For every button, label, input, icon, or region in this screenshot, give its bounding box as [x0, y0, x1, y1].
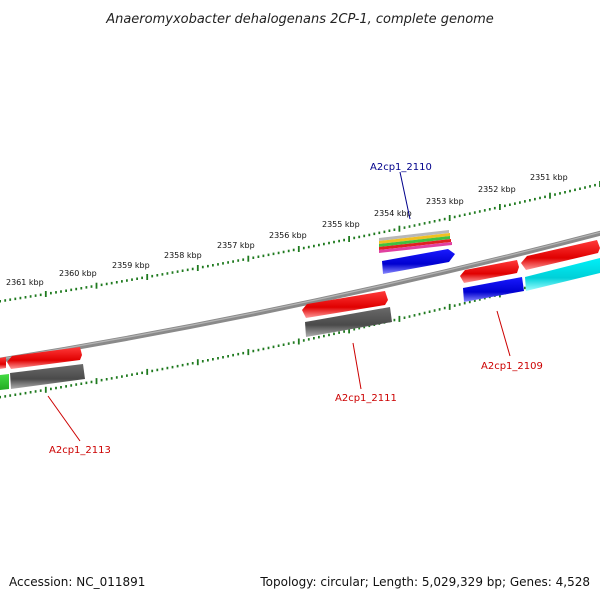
gene-leader-line	[47, 395, 81, 442]
gene-arrow[interactable]	[460, 260, 519, 283]
scale-label: 2353 kbp	[426, 197, 464, 206]
gene-arrow[interactable]	[382, 249, 455, 274]
scale-label: 2355 kbp	[322, 220, 360, 229]
gene-label-a2cp1-2111[interactable]: A2cp1_2111	[335, 393, 397, 404]
gene-label-a2cp1-2109[interactable]: A2cp1_2109	[481, 361, 543, 372]
gene-arrow[interactable]	[0, 357, 6, 369]
gene-leader-line	[496, 310, 511, 357]
gene-label-a2cp1-2113[interactable]: A2cp1_2113	[49, 445, 111, 456]
gene-leader-line	[352, 342, 362, 390]
genome-backbone-highlight	[0, 231, 600, 360]
scale-label: 2361 kbp	[6, 278, 44, 287]
scale-label: 2359 kbp	[112, 261, 150, 270]
genome-summary-text: Topology: circular; Length: 5,029,329 bp…	[259, 575, 590, 589]
gene-arrow[interactable]	[302, 291, 388, 318]
gene-arrow[interactable]	[10, 364, 85, 389]
gene-label-a2cp1-2110[interactable]: A2cp1_2110	[370, 162, 432, 173]
feature-bands	[379, 230, 452, 253]
scale-label: 2360 kbp	[59, 269, 97, 278]
scale-label: 2354 kbp	[374, 209, 412, 218]
gene-arrow[interactable]	[0, 374, 9, 390]
gene-leader-line	[399, 171, 411, 220]
gene-arrow[interactable]	[7, 347, 82, 369]
scale-label: 2357 kbp	[217, 241, 255, 250]
gene-arrow[interactable]	[463, 277, 524, 302]
scale-label: 2351 kbp	[530, 173, 568, 182]
outer-scale-ticks	[0, 181, 600, 303]
gene-arrow[interactable]	[525, 258, 600, 291]
genome-backbone	[0, 230, 600, 363]
scale-label: 2352 kbp	[478, 185, 516, 194]
scale-label: 2358 kbp	[164, 251, 202, 260]
scale-label: 2356 kbp	[269, 231, 307, 240]
gene-arrow[interactable]	[521, 240, 600, 270]
accession-text: Accession: NC_011891	[9, 575, 145, 589]
map-title: Anaeromyxobacter dehalogenans 2CP-1, com…	[105, 12, 494, 27]
gene-arrow[interactable]	[305, 307, 392, 337]
